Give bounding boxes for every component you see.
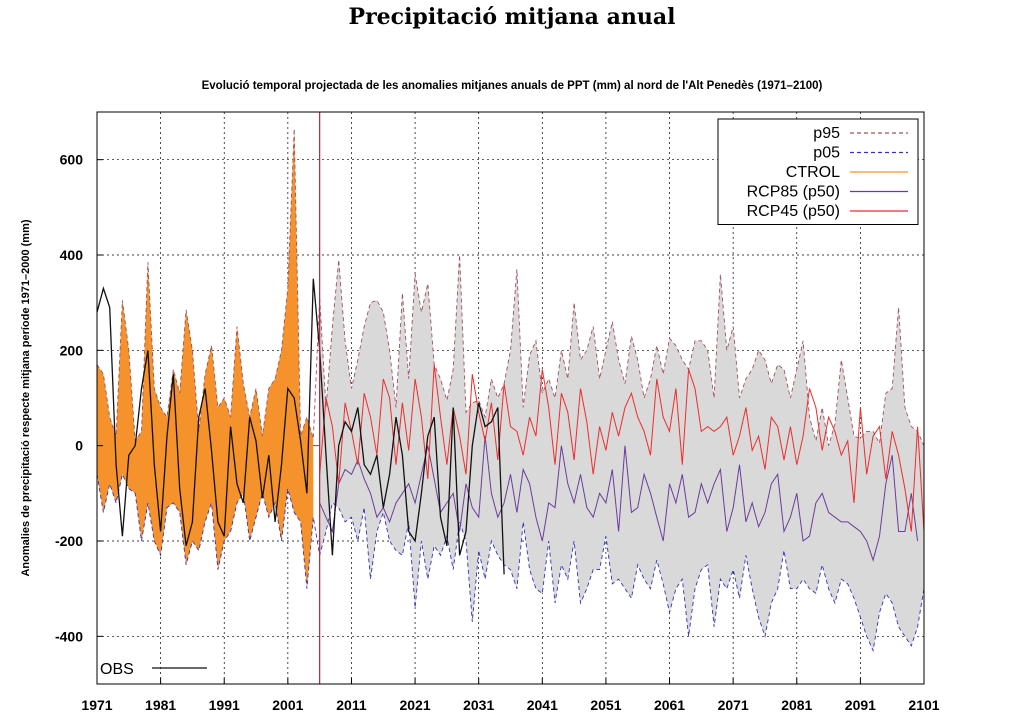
legend: p95 p05 CTROL RCP85 (p50) RCP45 (p50) [717,118,919,225]
legend-label: CTROL [786,164,840,181]
series-obs [96,278,505,575]
series-rcp45 [319,364,925,532]
obs-legend: OBS [100,661,207,678]
y-tick-label: 0 [75,438,83,454]
x-tick-label: 2071 [718,697,749,713]
legend-label: p95 [813,125,840,142]
projection-fill [319,255,924,651]
y-tick-label: -200 [55,533,83,549]
legend-label: RCP45 (p50) [747,203,840,220]
x-tick-label: 2091 [845,697,876,713]
y-tick-label: 200 [60,342,84,358]
series-p95 [96,128,925,446]
y-tick-label: 400 [60,247,84,263]
page-title: Precipitació mitjana anual [348,4,676,30]
series-p05 [96,472,925,653]
x-tick-label: 2051 [590,697,621,713]
x-tick-label: 2101 [908,697,939,713]
plot-frame [96,111,925,685]
chart-title: Evolució temporal projectada de les anom… [201,80,823,92]
obs-legend-label: OBS [100,661,134,678]
x-tick-label: 2061 [654,697,685,713]
x-tick-label: 2081 [781,697,812,713]
x-tick-label: 1971 [81,697,112,713]
x-tick-label: 2011 [336,697,367,713]
legend-label: p05 [813,145,840,162]
series-rcp85 [319,436,919,562]
tick-labels: 1971 1981 1991 2001 2011 2021 2031 2041 2051 2061… [55,152,940,713]
y-tick-label: 600 [60,152,84,168]
x-tick-label: 2001 [272,697,303,713]
legend-label: RCP85 (p50) [747,184,840,201]
x-tick-label: 2041 [527,697,558,713]
y-tick-label: -400 [55,628,83,644]
x-tick-label: 1991 [209,697,240,713]
x-tick-label: 1981 [145,697,176,713]
x-tick-label: 2021 [399,697,430,713]
series-lines [96,128,925,653]
y-axis-label: Anomalies de precipitació respecte mitja… [20,219,32,576]
x-tick-label: 2031 [463,697,494,713]
